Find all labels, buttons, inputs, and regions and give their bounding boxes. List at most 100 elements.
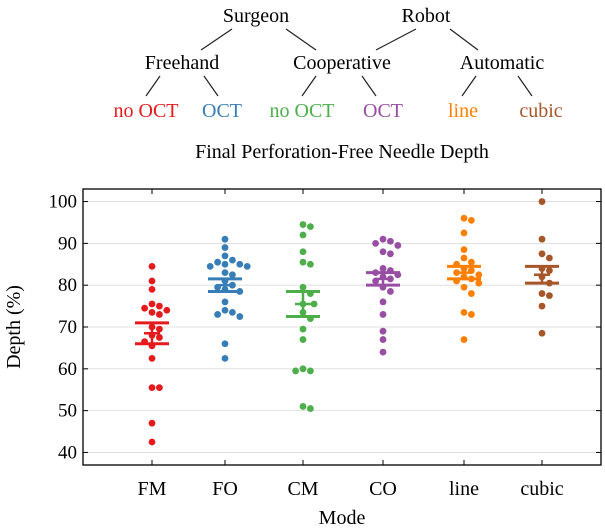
- y-tick-label: 90: [58, 233, 77, 254]
- data-point: [221, 244, 229, 251]
- data-point: [299, 221, 307, 228]
- connector-surgeon-freehand: [200, 28, 233, 51]
- data-point: [299, 336, 307, 343]
- data-point: [229, 308, 236, 316]
- data-point: [387, 237, 394, 245]
- data-point: [148, 354, 156, 362]
- y-tick-label: 70: [58, 317, 77, 338]
- tree-label-cm-nooct: no OCT: [270, 100, 335, 122]
- data-point: [221, 235, 229, 243]
- data-point: [156, 311, 163, 318]
- chart-title: Final Perforation-Free Needle Depth: [195, 141, 489, 163]
- data-point: [460, 254, 468, 262]
- tree-label-cooperative: Cooperative: [293, 52, 391, 74]
- data-point: [468, 311, 475, 318]
- data-point: [221, 298, 229, 306]
- data-point: [538, 235, 546, 243]
- data-point: [307, 260, 314, 268]
- data-point: [148, 277, 156, 285]
- x-tick-label: FM: [138, 478, 167, 500]
- tree-label-surgeon: Surgeon: [223, 5, 289, 27]
- data-points: [141, 198, 553, 446]
- connector-robot-cooperative: [375, 28, 417, 51]
- data-point: [236, 313, 244, 320]
- data-point: [460, 308, 468, 316]
- data-point: [460, 336, 468, 343]
- data-point: [148, 285, 156, 293]
- connector-freehand-oct: [203, 75, 219, 97]
- data-point: [387, 288, 394, 295]
- connector-cooperative-nooct: [301, 75, 317, 97]
- tree-label-fo-oct: OCT: [202, 100, 242, 122]
- data-point: [307, 223, 314, 231]
- data-point: [221, 252, 229, 260]
- data-point: [379, 248, 387, 256]
- data-point: [299, 258, 307, 266]
- data-point: [538, 250, 546, 258]
- data-point: [538, 198, 546, 205]
- data-point: [163, 306, 171, 314]
- connector-automatic-cubic: [517, 75, 533, 97]
- data-point: [546, 267, 553, 274]
- data-point: [475, 271, 483, 279]
- data-point: [156, 325, 163, 333]
- data-point: [379, 348, 387, 356]
- data-point: [538, 290, 546, 297]
- data-point: [221, 306, 229, 314]
- tree-label-fm-nooct: no OCT: [114, 100, 179, 122]
- data-point: [460, 283, 468, 291]
- data-point: [372, 239, 379, 247]
- x-axis: FM FO CM CO line cubic: [138, 189, 564, 500]
- x-tick-label: CO: [369, 478, 397, 500]
- data-point: [379, 311, 387, 318]
- data-point: [221, 269, 229, 277]
- data-point: [379, 235, 387, 243]
- data-point: [148, 300, 156, 308]
- data-point: [299, 283, 307, 291]
- data-point: [379, 327, 387, 335]
- x-axis-label: Mode: [319, 507, 366, 529]
- data-point: [299, 325, 307, 333]
- data-point: [148, 262, 156, 270]
- y-tick-label: 100: [49, 192, 78, 213]
- grid-layer: [83, 201, 601, 453]
- data-point: [310, 300, 318, 308]
- x-tick-label: cubic: [520, 478, 563, 500]
- data-point: [243, 262, 251, 270]
- data-point: [546, 254, 553, 262]
- data-point: [468, 216, 475, 224]
- data-point: [148, 308, 156, 316]
- data-point: [148, 384, 156, 392]
- mode-hierarchy: Surgeon Robot Freehand Cooperative Autom…: [114, 5, 563, 122]
- tree-connectors: [145, 28, 533, 97]
- data-point: [229, 256, 236, 264]
- data-point: [221, 354, 229, 362]
- connector-robot-automatic: [449, 28, 479, 51]
- tree-label-freehand: Freehand: [145, 52, 219, 74]
- data-point: [379, 265, 387, 272]
- tree-label-automatic: Automatic: [460, 52, 545, 74]
- data-point: [156, 384, 163, 392]
- data-point: [538, 302, 546, 310]
- tree-label-line: line: [448, 100, 478, 122]
- x-tick-label: CM: [287, 478, 318, 500]
- connector-freehand-nooct: [145, 75, 161, 97]
- y-axis: 40 50 60 70 80 90 100: [49, 192, 601, 463]
- connector-automatic-line: [461, 75, 477, 97]
- data-point: [221, 260, 229, 268]
- mean-ci-markers: [135, 264, 559, 346]
- data-point: [460, 246, 468, 254]
- y-axis-label: Depth (%): [3, 285, 25, 369]
- data-point: [148, 419, 156, 427]
- tree-label-robot: Robot: [402, 5, 451, 27]
- tree-label-cubic: cubic: [519, 100, 562, 122]
- x-tick-label: FO: [212, 478, 238, 500]
- data-point: [236, 260, 244, 268]
- data-point: [307, 405, 314, 412]
- connector-surgeon-cooperative: [285, 28, 317, 51]
- data-point: [292, 367, 299, 375]
- connector-cooperative-oct: [361, 75, 377, 97]
- y-tick-label: 60: [58, 359, 77, 380]
- y-tick-label: 40: [58, 442, 77, 463]
